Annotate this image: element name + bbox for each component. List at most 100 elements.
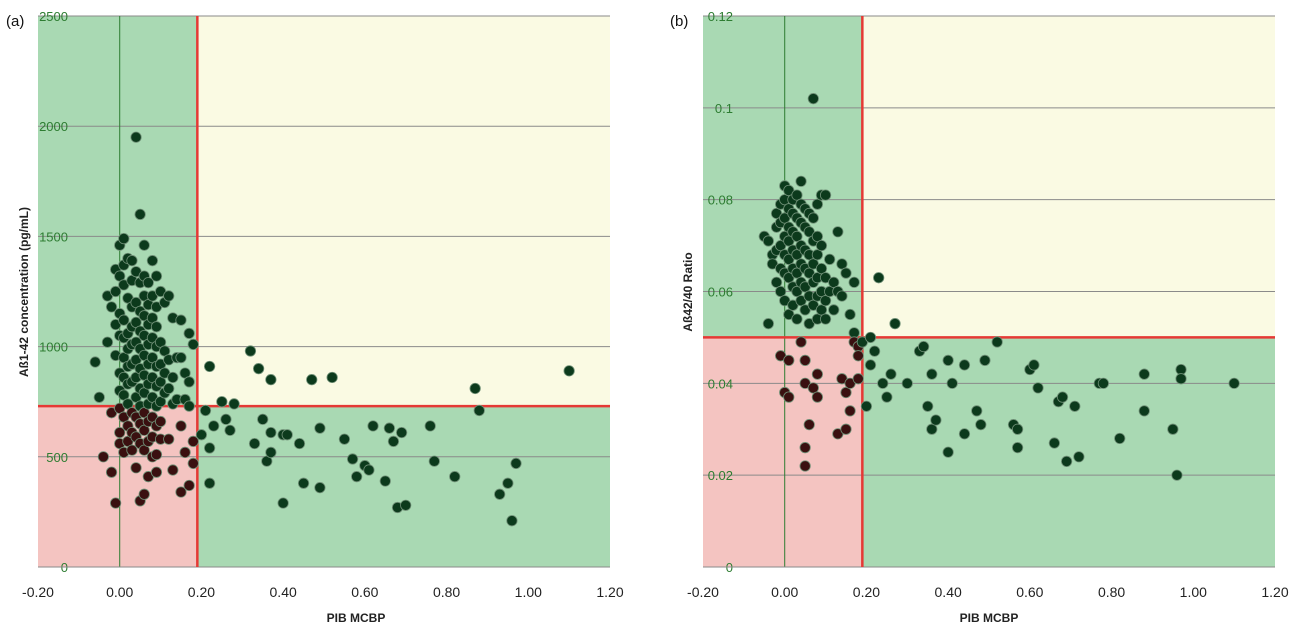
x-tick-label: 0.20 [853,584,880,600]
data-point [130,462,142,474]
data-point [367,420,379,432]
panel-label-a: (a) [6,13,24,30]
data-point [971,405,983,417]
x-tick-label: 0.60 [1016,584,1043,600]
data-point [799,460,811,472]
data-point [502,477,514,489]
data-point [154,415,167,428]
data-point [216,396,228,408]
region-top-left [38,16,198,407]
data-point [126,255,138,267]
x-tick-label: 0.00 [106,584,133,600]
data-point [946,377,958,389]
data-point [824,253,836,265]
data-point [277,497,289,509]
data-point [1011,442,1024,454]
data-point [828,304,840,316]
data-point [889,318,901,330]
data-point [1048,437,1060,449]
data-point [204,477,216,489]
data-point [167,371,179,384]
data-point [163,433,175,445]
data-point [1032,382,1044,394]
data-point [840,423,852,435]
data-point [844,405,856,417]
data-point [183,479,195,492]
data-point [958,428,971,440]
data-point [138,488,150,500]
data-point [852,350,864,362]
data-point [510,457,522,470]
data-point [150,448,163,461]
panel-b: 00.020.040.060.080.10.12-0.200.000.200.4… [670,9,1289,625]
data-point [1097,377,1110,389]
x-axis-title-b: PIB MCBP [960,611,1019,625]
data-point [942,354,954,366]
data-point [979,354,991,366]
x-tick-label: 0.60 [351,584,378,600]
data-point [1175,373,1187,385]
data-point [819,295,832,307]
data-point [807,212,819,224]
data-point [1056,391,1069,403]
x-tick-label: 1.00 [515,584,542,600]
data-point [922,400,934,412]
y-axis-title-a: Aß1-42 concentration (pg/mL) [17,207,31,377]
data-point [253,363,265,375]
data-point [220,413,232,425]
data-point [852,373,864,385]
data-point [1228,377,1240,389]
region-top-right [862,16,1275,338]
data-point [396,426,408,439]
data-point [795,175,807,187]
data-point [146,255,158,267]
data-point [183,400,195,412]
data-point [101,336,114,348]
y-tick-label: 1500 [39,229,68,244]
x-tick-label: 0.80 [1098,584,1125,600]
data-point [175,352,187,364]
data-point [449,471,461,483]
data-point [795,336,807,348]
data-point [885,368,897,380]
data-point [314,422,326,434]
data-point [199,404,212,417]
data-point [400,499,412,511]
data-point [346,453,359,465]
data-point [815,262,828,275]
data-point [832,226,844,238]
data-point [811,230,824,242]
x-axis-title-a: PIB MCBP [327,611,386,625]
x-tick-label: 0.80 [433,584,460,600]
y-tick-label: 0.1 [715,101,733,116]
x-tick-label: 0.40 [935,584,962,600]
data-point [848,276,860,288]
data-point [1028,359,1040,371]
data-point [175,420,187,432]
data-point [150,321,163,333]
data-point [563,365,575,377]
data-point [958,359,971,371]
data-point [224,424,236,436]
data-point [783,391,795,403]
data-point [163,382,175,395]
data-point [428,455,440,467]
data-point [187,435,199,447]
data-point [815,304,828,316]
data-point [807,382,819,394]
region-bottom-right [862,337,1275,567]
data-point [89,356,101,368]
data-point [873,272,885,284]
data-point [105,301,118,313]
data-point [840,267,852,279]
data-point [1138,368,1150,380]
x-tick-label: 0.00 [771,584,798,600]
data-point [179,446,191,458]
data-point [257,413,269,425]
region-top-right [197,16,611,407]
data-point [265,374,277,386]
data-point [811,249,824,261]
data-point [187,457,199,470]
y-axis-title-b: Aß42/40 Ratio [681,252,695,331]
